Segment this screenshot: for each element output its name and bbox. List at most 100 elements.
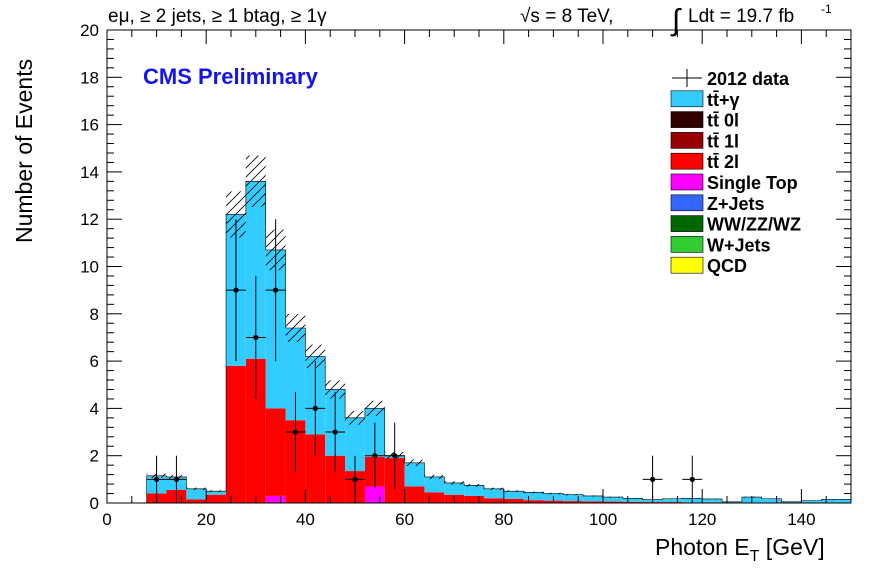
uncertainty-bin-18 bbox=[503, 490, 524, 493]
bar-tt-28 bbox=[702, 498, 723, 503]
x-tick-label-20: 20 bbox=[197, 510, 216, 529]
bar-tt-2l-9 bbox=[325, 455, 346, 503]
bar-tt-2l-2 bbox=[186, 499, 207, 503]
uncertainty-bin-14 bbox=[424, 474, 445, 480]
y-axis-label: Number of Events bbox=[11, 59, 37, 243]
bar-tt-13 bbox=[404, 462, 425, 487]
header-luminosity: Ldt = 19.7 fb bbox=[688, 6, 794, 27]
uncertainty-bin-23 bbox=[603, 496, 623, 498]
legend-label-4: tt̄ 2l bbox=[707, 152, 739, 172]
cms-preliminary-label: CMS Preliminary bbox=[143, 64, 319, 89]
uncertainty-bin-34 bbox=[821, 499, 842, 500]
legend-label-3: tt̄ 1l bbox=[707, 131, 739, 151]
legend-swatch-2 bbox=[670, 111, 704, 128]
bar-tt-35 bbox=[841, 499, 851, 503]
data-point-4 bbox=[273, 287, 279, 293]
bar-tt-21 bbox=[563, 494, 584, 502]
x-tick-label-80: 80 bbox=[494, 510, 513, 529]
legend-swatch-6 bbox=[670, 194, 704, 212]
bar-tt-2l-14 bbox=[424, 492, 445, 503]
x-axis-label-unit: [GeV] bbox=[759, 534, 824, 560]
data-point-2 bbox=[233, 287, 239, 293]
legend-swatch-4 bbox=[670, 152, 704, 170]
bar-tt-2l-13 bbox=[404, 486, 425, 503]
y-tick-label-2: 2 bbox=[90, 447, 99, 466]
legend-label-7: WW/ZZ/WZ bbox=[707, 215, 801, 235]
stack-layer bbox=[146, 181, 852, 503]
bar-tt-2l-8 bbox=[305, 434, 326, 503]
uncertainty-bin-24 bbox=[622, 497, 643, 499]
uncertainty-bin-11 bbox=[364, 400, 385, 416]
uncertainty-bin-19 bbox=[523, 491, 544, 494]
uncertainty-bin-8 bbox=[305, 344, 326, 369]
data-point-3 bbox=[253, 334, 259, 341]
bar-tt-2l-5 bbox=[245, 358, 266, 503]
uncertainty-bin-13 bbox=[404, 459, 425, 467]
uncertainty-bin-2 bbox=[186, 487, 207, 490]
y-tick-label-12: 12 bbox=[80, 210, 99, 229]
bar-tt-2l-6 bbox=[265, 408, 286, 496]
y-tick-label-20: 20 bbox=[80, 21, 99, 40]
bar-tt-33 bbox=[801, 500, 822, 503]
legend-label-9: QCD bbox=[707, 256, 747, 276]
y-tick-label-6: 6 bbox=[90, 352, 99, 371]
legend-swatch-9 bbox=[670, 256, 704, 274]
bar-tt-24 bbox=[622, 498, 643, 502]
uncertainty-bin-3 bbox=[206, 490, 227, 493]
bar-tt-2l-4 bbox=[226, 365, 246, 503]
data-point-1 bbox=[173, 476, 180, 482]
x-tick-label-60: 60 bbox=[395, 510, 414, 529]
bar-tt-2 bbox=[186, 488, 207, 500]
uncertainty-bin-4 bbox=[226, 191, 246, 238]
bar-tt-5 bbox=[245, 181, 266, 359]
header-luminosity-exponent: -1 bbox=[821, 2, 832, 16]
x-axis-label-main: Photon E bbox=[655, 534, 750, 560]
y-tick-label-0: 0 bbox=[90, 494, 99, 513]
legend-label-6: Z+Jets bbox=[707, 194, 765, 214]
y-tick-label-10: 10 bbox=[80, 258, 99, 277]
uncertainty-bin-16 bbox=[464, 483, 484, 487]
x-tick-label-40: 40 bbox=[296, 510, 315, 529]
data-point-11 bbox=[650, 476, 656, 482]
uncertainty-bin-22 bbox=[583, 495, 603, 497]
legend-label-0: 2012 data bbox=[707, 69, 790, 89]
bar-tt-14 bbox=[424, 476, 445, 493]
x-tick-label-120: 120 bbox=[688, 510, 716, 529]
bar-tt-10 bbox=[345, 417, 365, 472]
bar-tt-2l-22 bbox=[583, 501, 603, 503]
header-integral-sign: ∫ bbox=[670, 4, 682, 37]
data-point-5 bbox=[292, 429, 299, 435]
legend-label-1: tt̄+γ bbox=[707, 90, 740, 110]
y-tick-label-4: 4 bbox=[90, 399, 99, 418]
uncertainty-bin-28 bbox=[702, 498, 723, 500]
legend-swatch-7 bbox=[670, 215, 704, 232]
y-tick-label-18: 18 bbox=[80, 68, 99, 87]
uncertainty-bin-35 bbox=[841, 499, 851, 500]
bar-tt-17 bbox=[483, 488, 504, 499]
bar-tt-2l-3 bbox=[206, 494, 227, 503]
bar-tt-32 bbox=[781, 501, 802, 503]
uncertainty-bin-21 bbox=[563, 494, 584, 496]
legend-swatch-5 bbox=[670, 173, 704, 191]
uncertainty-bin-5 bbox=[245, 155, 266, 208]
data-point-9 bbox=[372, 453, 378, 459]
bar-single-top-6 bbox=[265, 495, 286, 503]
uncertainty-bin-26 bbox=[662, 498, 683, 500]
legend-label-2: tt̄ 0l bbox=[707, 111, 739, 131]
legend-label-5: Single Top bbox=[707, 173, 798, 193]
bar-single-top-11 bbox=[364, 486, 385, 503]
bar-tt-22 bbox=[583, 495, 603, 502]
data-point-0 bbox=[154, 476, 160, 482]
legend-swatch-8 bbox=[670, 236, 704, 253]
bar-tt-2l-24 bbox=[622, 501, 643, 503]
bar-tt-7 bbox=[285, 327, 306, 421]
uncertainty-bin-9 bbox=[325, 380, 346, 399]
header-energy: √s = 8 TeV, bbox=[520, 6, 613, 27]
x-axis-label-subscript: T bbox=[750, 548, 760, 565]
bar-tt-3 bbox=[206, 491, 227, 495]
data-point-10 bbox=[392, 453, 398, 459]
uncertainty-bin-31 bbox=[761, 498, 782, 500]
bar-tt-2l-21 bbox=[563, 501, 584, 503]
